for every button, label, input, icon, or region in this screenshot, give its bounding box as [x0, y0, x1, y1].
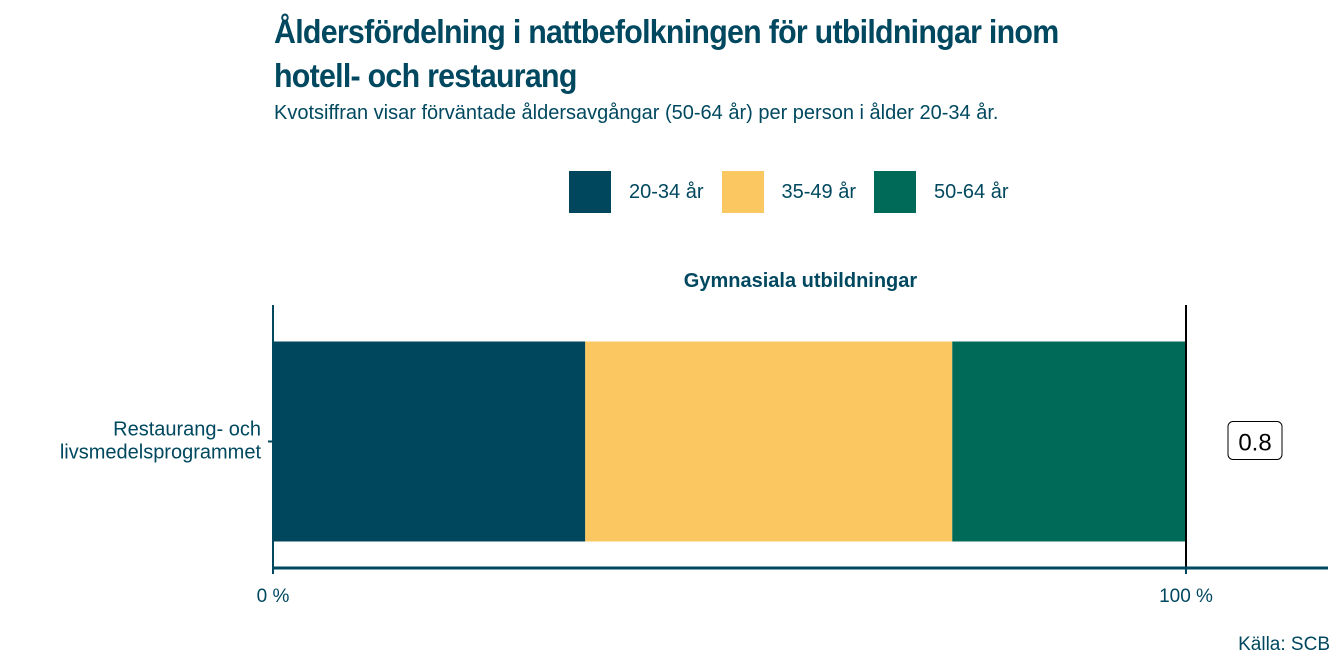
bar-segment: [273, 341, 586, 542]
legend-swatch: [569, 171, 611, 213]
bar-segment: [952, 341, 1186, 542]
legend-label: 20-34 år: [629, 180, 704, 203]
chart-subtitle: Kvotsiffran visar förväntade åldersavgån…: [274, 102, 999, 124]
legend-item: 35-49 år: [721, 171, 857, 213]
facet-title: Gymnasiala utbildningar: [683, 270, 918, 292]
ratio-label: 0.8: [1238, 430, 1271, 457]
chart-title: Åldersfördelning i nattbefolkningen för …: [274, 13, 1059, 94]
legend-swatch: [721, 171, 764, 213]
legend: 20-34 år 35-49 år 50-64 år: [569, 171, 1027, 213]
ratio-label-box: [1227, 421, 1283, 460]
bar-segment: [585, 341, 953, 542]
legend-label: 50-64 år: [934, 180, 1009, 203]
legend-item: 20-34 år: [569, 171, 704, 213]
x-tick-label: 100 %: [1159, 586, 1213, 607]
category-label: Restaurang- och livsmedelsprogrammet: [60, 419, 262, 464]
legend-label: 35-49 år: [781, 180, 857, 203]
source-note: Källa: SCB: [1238, 634, 1330, 655]
legend-swatch: [874, 171, 916, 213]
legend-item: 50-64 år: [874, 171, 1009, 213]
x-tick-label: 0 %: [257, 586, 290, 607]
